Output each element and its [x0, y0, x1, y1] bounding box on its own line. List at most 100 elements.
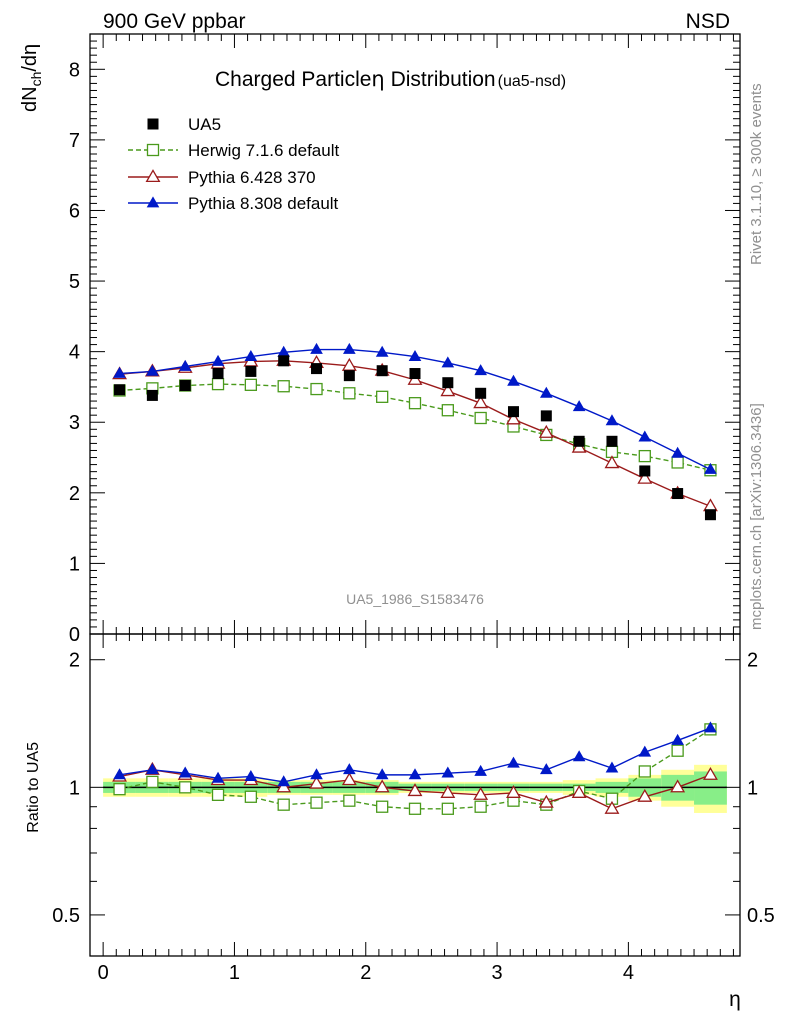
- data-point: [704, 462, 717, 474]
- data-point: [606, 435, 618, 447]
- data-point: [145, 169, 161, 183]
- ratio-series: [112, 721, 718, 815]
- data-point: [540, 410, 552, 422]
- data-point: [440, 785, 456, 798]
- x-tick-label: 3: [492, 962, 503, 984]
- data-point: [244, 378, 258, 391]
- header-left: 900 GeV ppbar: [103, 10, 245, 33]
- data-point: [571, 785, 587, 798]
- data-point: [179, 781, 192, 794]
- data-point: [671, 733, 684, 745]
- data-point: [671, 744, 684, 757]
- data-point: [672, 488, 684, 500]
- data-point: [211, 771, 225, 783]
- data-point: [506, 785, 521, 798]
- data-point: [670, 779, 686, 793]
- data-point: [375, 768, 389, 780]
- data-point: [605, 761, 619, 773]
- data-point: [310, 768, 323, 780]
- data-point: [442, 377, 454, 389]
- side-label-mcplots: mcplots.cern.ch [arXiv:1306.3436]: [748, 403, 765, 630]
- data-point: [638, 745, 652, 757]
- data-point: [343, 763, 356, 775]
- data-point: [507, 756, 520, 768]
- plot-title: Charged Particleη Distribution (ua5-nsd): [215, 67, 566, 91]
- main-y-tick-label: 4: [69, 342, 80, 364]
- data-point: [178, 359, 192, 371]
- data-point: [211, 788, 225, 801]
- data-point: [408, 397, 422, 410]
- main-ylabel: dNch/dη: [19, 44, 44, 112]
- data-point: [605, 414, 619, 426]
- data-point: [538, 424, 554, 438]
- data-point: [704, 509, 716, 521]
- data-point: [277, 798, 290, 811]
- data-point: [637, 470, 653, 484]
- data-point: [474, 764, 487, 776]
- series-line: [119, 348, 711, 471]
- data-point: [408, 802, 422, 815]
- ratio-y-tick-label-right: 0.5: [747, 905, 775, 927]
- data-point: [539, 386, 553, 398]
- header-right: NSD: [686, 10, 730, 33]
- main-y-tick-label: 2: [69, 483, 80, 505]
- series-pythia-8-308-default: [113, 342, 717, 474]
- data-point: [507, 406, 519, 418]
- data-point: [671, 456, 684, 469]
- data-point: [638, 765, 651, 778]
- x-tick-label: 2: [360, 962, 371, 984]
- data-point: [638, 430, 652, 442]
- data-point: [146, 143, 160, 157]
- legend-label: Herwig 7.1.6 default: [188, 141, 339, 160]
- data-point: [343, 370, 355, 382]
- data-point: [441, 356, 455, 368]
- data-point: [278, 355, 290, 367]
- data-point: [376, 800, 389, 813]
- data-point: [409, 368, 421, 380]
- data-point: [212, 368, 224, 380]
- data-point: [441, 766, 455, 778]
- data-point: [572, 400, 586, 412]
- x-tick-label: 4: [623, 962, 634, 984]
- data-point: [506, 411, 521, 425]
- data-point: [538, 794, 554, 808]
- main-y-tick-label: 3: [69, 412, 80, 434]
- legend-label: Pythia 8.308 default: [188, 194, 339, 213]
- legend-label: UA5: [188, 115, 221, 134]
- data-point: [310, 796, 323, 809]
- main-y-tick-label: 5: [69, 271, 80, 293]
- data-point: [474, 364, 487, 376]
- data-point: [475, 387, 487, 399]
- data-point: [244, 790, 258, 803]
- data-point: [341, 772, 357, 786]
- data-point: [113, 768, 126, 780]
- data-point: [146, 389, 158, 401]
- data-point: [703, 766, 718, 780]
- data-point: [441, 404, 454, 417]
- data-point: [407, 783, 423, 797]
- data-point: [211, 354, 225, 366]
- data-point: [341, 357, 357, 371]
- ratio-y-tick-label: 0.5: [52, 905, 80, 927]
- main-series: [112, 342, 718, 521]
- plot-title-main: Charged Particle: [215, 68, 371, 91]
- data-point: [573, 435, 585, 447]
- legend-label: Pythia 6.428 370: [188, 168, 316, 187]
- data-point: [376, 390, 389, 403]
- data-point: [474, 411, 487, 425]
- main-y-tick-label: 1: [69, 553, 80, 575]
- plot-title-eta: η: [371, 67, 384, 91]
- x-tick-label: 0: [98, 962, 109, 984]
- data-point: [474, 800, 487, 813]
- data-point: [376, 365, 388, 377]
- data-point: [507, 374, 520, 386]
- ratio-y-tick-label: 1: [69, 777, 80, 799]
- data-point: [244, 769, 258, 781]
- ratio-ylabel: Ratio to UA5: [25, 742, 42, 833]
- data-point: [311, 363, 323, 375]
- series-pythia-8-308-default: [113, 721, 717, 787]
- data-point: [408, 349, 422, 361]
- data-point: [639, 465, 651, 477]
- data-point: [277, 775, 291, 787]
